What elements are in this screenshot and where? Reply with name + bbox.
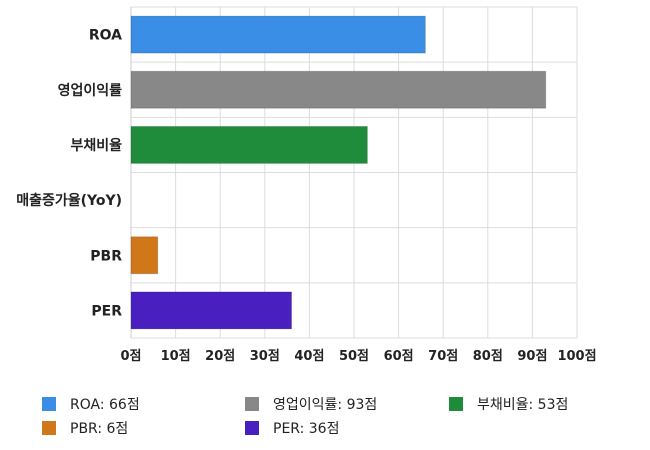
x-tick-label: 80점 — [473, 349, 503, 364]
x-tick-label: 40점 — [294, 349, 324, 364]
category-label: PER — [91, 303, 122, 319]
category-label: PBR — [90, 248, 122, 264]
bar-4 — [130, 236, 159, 275]
x-tick-label: 70점 — [428, 349, 458, 364]
bar-1 — [130, 70, 547, 109]
x-tick-label: 50점 — [339, 349, 369, 364]
grid-lines — [130, 6, 578, 339]
bar-0 — [130, 15, 426, 54]
x-tick-label: 90점 — [517, 349, 547, 364]
x-tick-label: 30점 — [250, 349, 280, 364]
category-label: 영업이익률 — [58, 82, 123, 99]
x-tick-label: 0점 — [120, 349, 141, 364]
x-tick-labels: 0점 10점 20점 30점 40점 50점 60점 70점 80점 90점 100점 — [120, 349, 596, 364]
bar-5 — [130, 291, 293, 330]
category-label: ROA — [89, 28, 122, 44]
category-label: 매출증가율(YoY) — [16, 192, 122, 209]
category-label: 부채비율 — [70, 137, 122, 154]
x-tick-label: 100점 — [557, 349, 596, 364]
x-tick-label: 10점 — [161, 349, 191, 364]
bars — [130, 15, 547, 330]
x-tick-label: 60점 — [384, 349, 414, 364]
bar-2 — [130, 125, 368, 164]
x-tick-label: 20점 — [205, 349, 235, 364]
